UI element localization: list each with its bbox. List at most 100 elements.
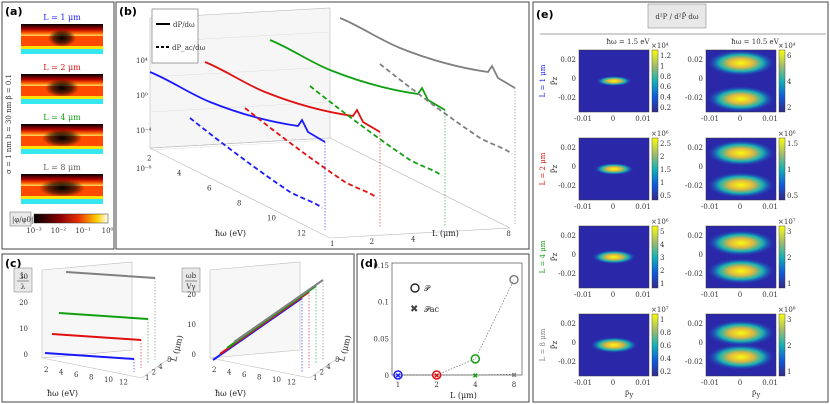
e-ytick: 0.02 xyxy=(687,56,703,64)
e-colorbar-tick: 4 xyxy=(787,78,792,86)
e-ylabel: P̃z xyxy=(551,252,559,261)
a-row-label: L = 2 μm xyxy=(43,63,81,72)
panel-d-frame xyxy=(356,253,530,403)
e-ytick: 0.02 xyxy=(560,320,576,328)
e-ylabel: P̃z xyxy=(551,340,559,349)
a-surface-line xyxy=(21,196,103,199)
d-point-P xyxy=(509,274,519,285)
b-xtick: 12 xyxy=(297,230,306,238)
e-xtick: 0.01 xyxy=(635,379,651,387)
b-series-dashed xyxy=(309,85,443,177)
c-ztick: 2 xyxy=(152,369,156,377)
a-field-shadow xyxy=(42,129,82,147)
a-substrate xyxy=(21,149,103,154)
c-xtick: 8 xyxy=(257,374,261,382)
c-ytick: 10 xyxy=(19,325,28,333)
b-xtick: 2 xyxy=(147,155,151,163)
e-xtick: 0.01 xyxy=(762,115,778,123)
b-ztick: 4 xyxy=(411,236,416,244)
e-xtick: 0.01 xyxy=(635,291,651,299)
e-colorbar-exp: ×10⁷ xyxy=(651,306,669,314)
e-ytick: -0.02 xyxy=(685,182,703,190)
e-ytick: 0.02 xyxy=(560,56,576,64)
e-ytick: 0.02 xyxy=(560,144,576,152)
b-ztick: 8 xyxy=(506,230,510,238)
e-xtick: -0.01 xyxy=(574,115,592,123)
e-xlabel-1: P̃y xyxy=(625,391,634,399)
e-ytick: -0.02 xyxy=(558,94,576,102)
d-legend-marker-2: ✖ xyxy=(410,304,418,315)
d-xtick: 2 xyxy=(434,381,438,389)
panel-a-params: σ = 1 nm b = 30 nm β = 0.1 xyxy=(5,74,13,174)
c-xlabel: ħω (eV) xyxy=(215,389,246,398)
d-xtick: 1 xyxy=(396,381,400,389)
c-ztick: 8 xyxy=(335,356,339,364)
panel-c-frame xyxy=(1,253,355,403)
d-xlabel: L (μm) xyxy=(450,391,477,400)
e-colorbar-exp: ×10⁸ xyxy=(778,306,796,314)
e-colorbar-exp: ×10⁴ xyxy=(651,42,669,50)
e-lobe-top xyxy=(707,230,775,256)
e-xtick: -0.01 xyxy=(701,203,719,211)
e-colorbar-exp: ×10⁶ xyxy=(651,130,669,138)
e-xtick: 0.01 xyxy=(762,379,778,387)
e-colorbar-tick: 0.4 xyxy=(660,355,672,363)
b-ytick: 10⁰ xyxy=(136,92,148,100)
e-xtick: 0.01 xyxy=(762,203,778,211)
e-ytick: -0.02 xyxy=(685,270,703,278)
e-colorbar-tick: 1.5 xyxy=(660,166,671,174)
e-colorbar-tick: 2.5 xyxy=(660,140,671,148)
e-xtick: 0 xyxy=(611,115,615,123)
e-colorbar-tick: 0.5 xyxy=(787,192,798,200)
c-ylabel-box xyxy=(13,267,33,293)
e-xtick: -0.01 xyxy=(701,291,719,299)
e-colorbar-tick: 3 xyxy=(787,316,791,324)
c-ztick: 8 xyxy=(167,356,171,364)
e-lobe-bottom xyxy=(707,344,775,370)
c-ytick: 0 xyxy=(192,351,196,359)
panel-d-label: (d) xyxy=(360,257,378,270)
d-line-P xyxy=(398,279,515,376)
c-zlabel: L (μm) xyxy=(169,334,185,362)
d-axes xyxy=(391,262,523,376)
b-ytick: 10⁻⁴ xyxy=(136,127,152,135)
a-row-label: L = 1 μm xyxy=(43,13,81,22)
c-ylabel-bottom: Vγ xyxy=(185,283,195,291)
e-colorbar-tick: 0.4 xyxy=(660,94,672,102)
colorbar-a-label: |φ/φ0| xyxy=(12,216,33,224)
e-lobe-bottom xyxy=(707,86,775,112)
e-xtick: -0.01 xyxy=(574,203,592,211)
e-xtick: -0.01 xyxy=(701,115,719,123)
a-colorbar-tick: 10⁻² xyxy=(51,227,67,235)
a-surface-line xyxy=(21,46,103,49)
c-axes-edge xyxy=(141,359,168,379)
e-colorbar-tick: 1.5 xyxy=(787,140,798,148)
c-ylabel-top: ωb xyxy=(186,272,197,280)
d-xtick: 8 xyxy=(512,381,516,389)
e-xtick: 0 xyxy=(738,203,742,211)
a-colorbar-tick: 10⁻¹ xyxy=(75,227,91,235)
c-axes-edge xyxy=(309,359,336,379)
b-gridline xyxy=(149,66,331,78)
b-series-solid xyxy=(269,39,446,111)
b-series-dashed xyxy=(189,117,323,209)
c-xtick: 12 xyxy=(119,379,128,387)
e-ylabel: P̃z xyxy=(551,164,559,173)
a-row-label: L = 4 μm xyxy=(43,113,81,122)
e-colorbar xyxy=(651,137,659,201)
panel-a-frame xyxy=(1,1,115,250)
e-ytick: 0.02 xyxy=(687,320,703,328)
e-colorbar-tick: 2 xyxy=(787,342,791,350)
e-spot xyxy=(594,163,634,175)
e-colorbar-tick: 3 xyxy=(660,254,664,262)
c-ytick: 0 xyxy=(24,351,28,359)
e-colorbar-tick: 2 xyxy=(787,254,791,262)
e-xlabel-2: P̃y xyxy=(752,391,761,399)
e-col-title-2: ħω = 10.5 eV xyxy=(731,38,779,46)
e-ytick: -0.02 xyxy=(685,358,703,366)
e-colorbar-tick: 1 xyxy=(660,179,664,187)
e-colorbar-tick: 1 xyxy=(787,280,791,288)
e-ytick: -0.02 xyxy=(685,94,703,102)
panel-b-label: (b) xyxy=(119,5,137,18)
a-surface-line xyxy=(21,146,103,149)
